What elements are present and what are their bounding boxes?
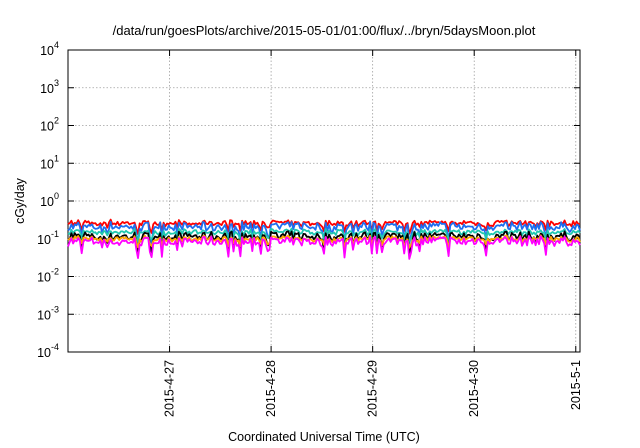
y-tick-label: 10-3 xyxy=(37,304,59,322)
y-tick-exponent: -3 xyxy=(51,304,59,314)
x-tick-label: 2015-4-28 xyxy=(264,360,278,417)
x-tick-label: 2015-4-29 xyxy=(366,360,380,417)
y-tick-exponent: 2 xyxy=(54,116,59,126)
x-axis: 2015-4-27 2015-4-28 2015-4-29 2015-4-30 2015… xyxy=(163,50,583,417)
series-line xyxy=(67,218,581,235)
y-tick-label: 10-4 xyxy=(37,342,59,360)
y-tick-exponent: 0 xyxy=(54,191,59,201)
series-line xyxy=(67,227,581,243)
y-tick-base: 10 xyxy=(40,120,54,134)
y-tick-label: 104 xyxy=(40,40,59,58)
x-axis-label: Coordinated Universal Time (UTC) xyxy=(228,430,420,444)
series-line xyxy=(67,235,581,260)
y-tick-base: 10 xyxy=(37,233,51,247)
y-tick-base: 10 xyxy=(37,308,51,322)
y-tick-exponent: -1 xyxy=(51,229,59,239)
y-tick-base: 10 xyxy=(40,195,54,209)
chart-title: /data/run/goesPlots/archive/2015-05-01/0… xyxy=(113,23,536,38)
series-line xyxy=(67,234,581,249)
x-tick-label: 2015-4-27 xyxy=(163,360,177,417)
series-group xyxy=(67,218,581,260)
y-tick-exponent: 4 xyxy=(54,40,59,50)
y-axis-label: cGy/day xyxy=(13,177,27,224)
y-tick-exponent: 1 xyxy=(54,153,59,163)
y-tick-label: 10-1 xyxy=(37,229,59,247)
y-tick-base: 10 xyxy=(40,82,54,96)
y-tick-exponent: -4 xyxy=(51,342,59,352)
y-tick-exponent: 3 xyxy=(54,78,59,88)
y-tick-base: 10 xyxy=(37,271,51,285)
y-tick-label: 100 xyxy=(40,191,59,209)
y-tick-label: 101 xyxy=(40,153,59,171)
y-tick-base: 10 xyxy=(37,346,51,360)
y-tick-exponent: -2 xyxy=(51,267,59,277)
x-tick-label: 2015-5-1 xyxy=(569,360,583,410)
y-tick-label: 10-2 xyxy=(37,267,59,285)
y-tick-base: 10 xyxy=(40,44,54,58)
x-tick-label: 2015-4-30 xyxy=(467,360,481,417)
y-tick-base: 10 xyxy=(40,157,54,171)
y-tick-label: 102 xyxy=(40,116,59,134)
y-tick-label: 103 xyxy=(40,78,59,96)
grid xyxy=(68,50,580,352)
